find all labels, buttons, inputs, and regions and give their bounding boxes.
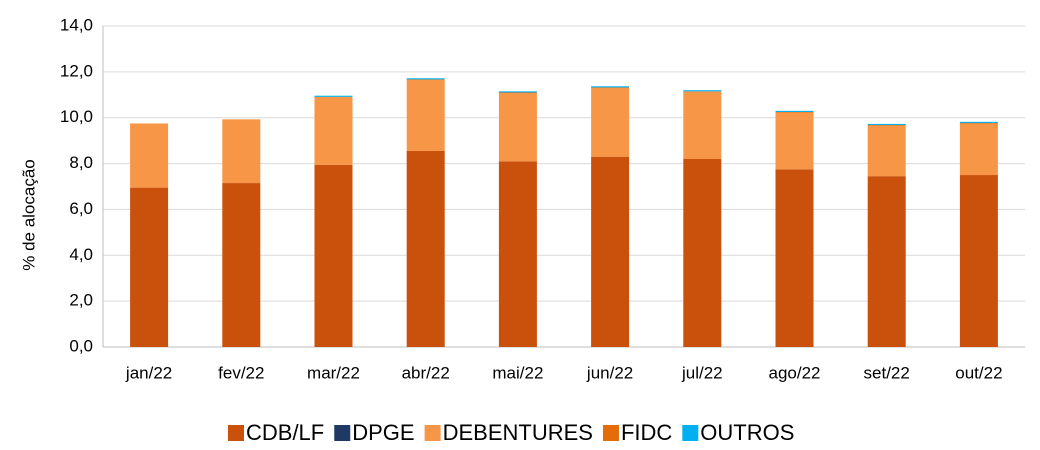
bar-segment — [683, 90, 722, 92]
bar-segment — [867, 125, 906, 177]
x-tick-label: out/22 — [955, 363, 1002, 382]
bar-segment — [591, 86, 630, 88]
x-tick-label: abr/22 — [402, 363, 450, 382]
x-tick-label: fev/22 — [218, 363, 264, 382]
y-tick-label: 4,0 — [69, 245, 93, 264]
legend-label: DEBENTURES — [443, 420, 593, 445]
y-tick-label: 6,0 — [69, 199, 93, 218]
x-tick-label: set/22 — [864, 363, 910, 382]
bar-segment — [683, 158, 722, 347]
bar-segment — [683, 91, 722, 159]
legend-swatch — [334, 425, 351, 441]
bar-segment — [591, 156, 630, 347]
bar-segment — [959, 121, 998, 123]
x-tick-label: mai/22 — [492, 363, 543, 382]
bar-segment — [959, 175, 998, 347]
legend-label: OUTROS — [700, 420, 794, 445]
bar-segment — [775, 169, 814, 347]
x-tick-label: jun/22 — [586, 363, 633, 382]
legend-label: FIDC — [621, 420, 672, 445]
bar-segment — [406, 150, 445, 347]
bar-segment — [406, 78, 445, 80]
legend-swatch — [682, 425, 699, 441]
bar-segment — [222, 119, 261, 184]
legend-swatch — [602, 425, 619, 441]
bar-segment — [591, 87, 630, 157]
bar-segment — [222, 183, 261, 347]
y-tick-label: 12,0 — [60, 61, 93, 80]
legend-label: CDB/LF — [246, 420, 324, 445]
y-axis-label: % de alocação — [19, 159, 38, 271]
bar-segment — [406, 79, 445, 151]
legend-label: DPGE — [352, 420, 414, 445]
bar-segment — [867, 123, 906, 126]
y-tick-label: 10,0 — [60, 107, 93, 126]
y-tick-label: 2,0 — [69, 291, 93, 310]
x-tick-label: jan/22 — [125, 363, 172, 382]
bar-segment — [314, 97, 353, 165]
bar-segment — [498, 92, 537, 162]
x-tick-label: mar/22 — [307, 363, 360, 382]
bar-segment — [130, 187, 169, 347]
bar-segment — [959, 123, 998, 176]
bar-segment — [867, 176, 906, 347]
bar-segment — [314, 164, 353, 347]
legend-swatch — [424, 425, 441, 441]
y-tick-label: 8,0 — [69, 153, 93, 172]
bar-segment — [314, 95, 353, 97]
bar-segment — [498, 161, 537, 347]
x-tick-label: ago/22 — [769, 363, 821, 382]
bar-segment — [775, 110, 814, 112]
legend-swatch — [228, 425, 244, 441]
y-tick-label: 14,0 — [60, 15, 93, 34]
bar-segment — [130, 123, 169, 188]
y-tick-label: 0,0 — [69, 336, 93, 355]
bar-segment — [498, 91, 537, 93]
x-tick-label: jul/22 — [681, 363, 723, 382]
bar-segment — [775, 112, 814, 170]
